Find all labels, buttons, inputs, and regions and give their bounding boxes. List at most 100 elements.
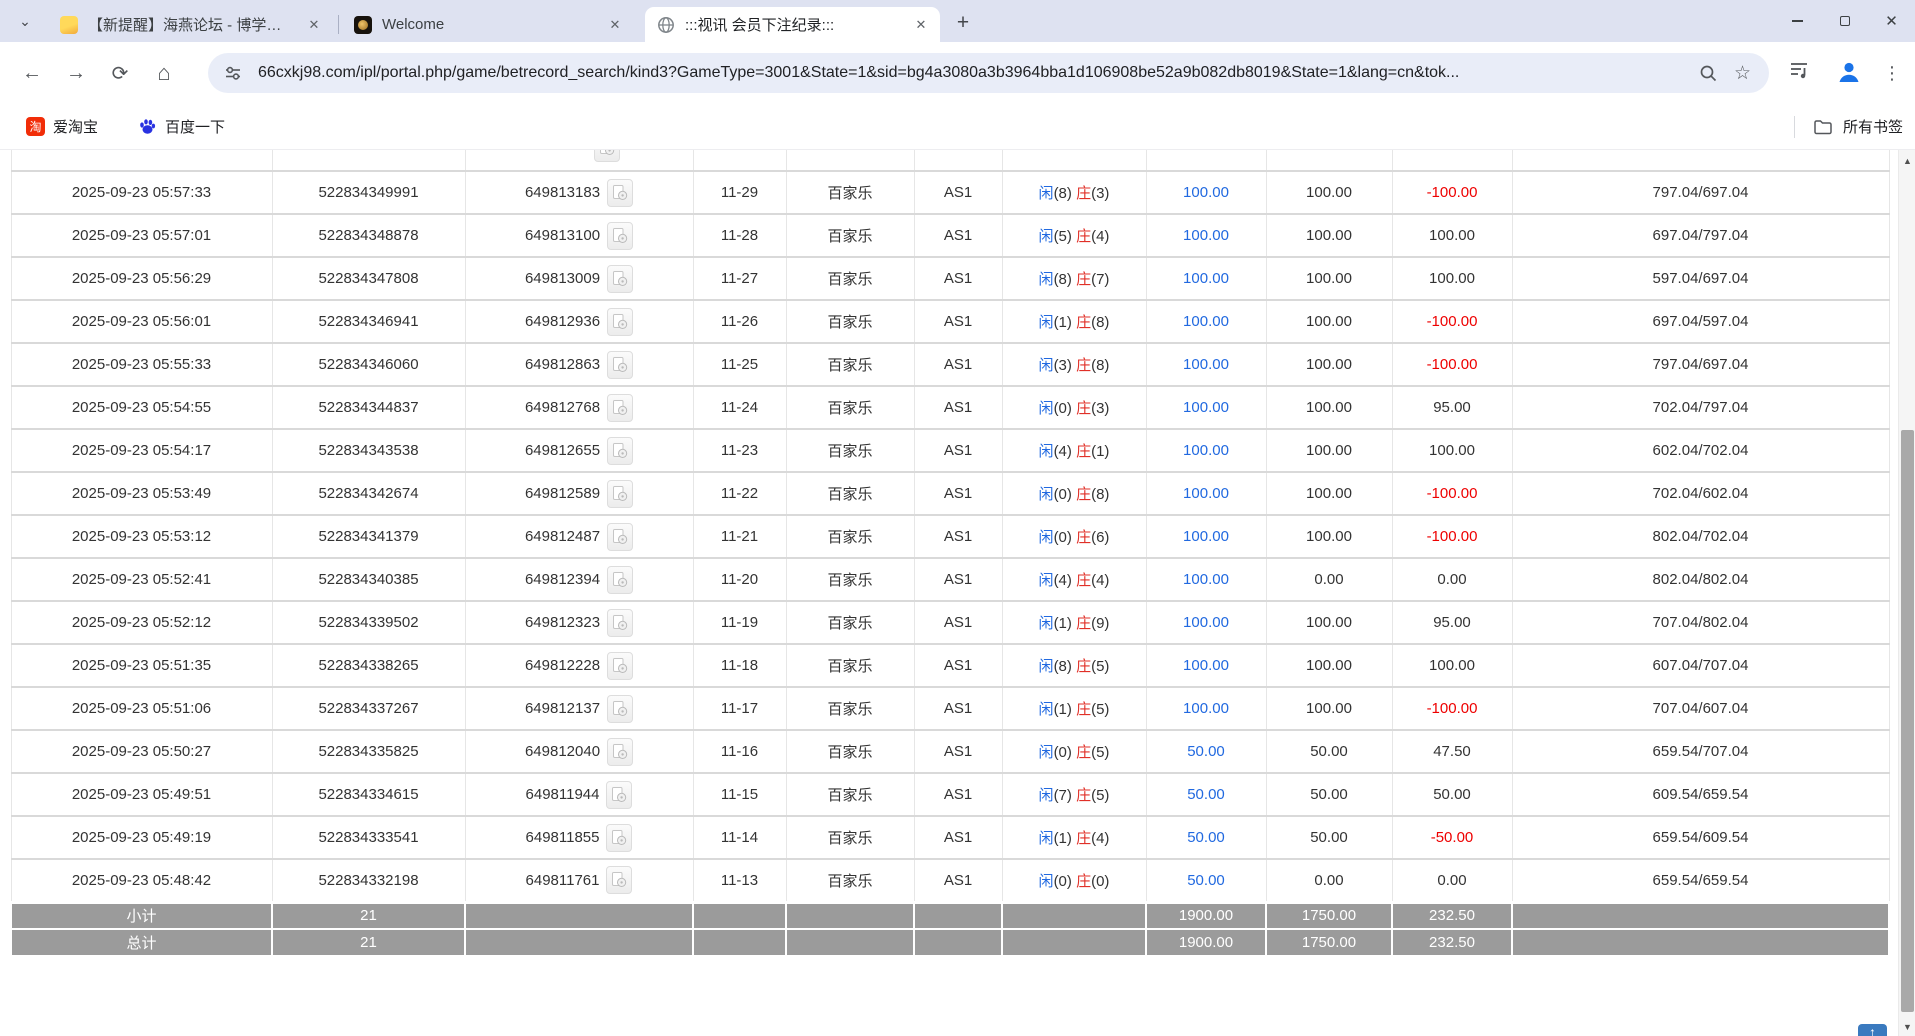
tab-close-icon[interactable]: ✕ bbox=[308, 16, 320, 32]
video-record-icon[interactable] bbox=[607, 436, 634, 465]
bet-amount-link[interactable]: 50.00 bbox=[1187, 871, 1225, 889]
site-settings-icon[interactable] bbox=[224, 64, 242, 82]
scrollbar-thumb[interactable] bbox=[1901, 430, 1914, 1012]
url-text[interactable]: 66cxkj98.com/ipl/portal.php/game/betreco… bbox=[258, 64, 1460, 81]
bet-amount-link[interactable]: 100.00 bbox=[1183, 442, 1229, 459]
video-record-icon[interactable] bbox=[607, 350, 634, 379]
winloss-cell: -100.00 bbox=[1391, 171, 1512, 215]
bet-number: 649812040 bbox=[524, 743, 601, 760]
bet-amount-link[interactable]: 50.00 bbox=[1187, 786, 1225, 803]
bet-time-cell: 2025-09-23 05:53:49 bbox=[10, 472, 272, 516]
tab-welcome[interactable]: Welcome ✕ bbox=[342, 7, 634, 42]
game-cell: 百家乐 bbox=[785, 472, 914, 516]
game-cell: 百家乐 bbox=[785, 515, 914, 559]
bet-number: 649812394 bbox=[524, 571, 601, 588]
video-record-icon[interactable] bbox=[607, 178, 634, 207]
forward-button[interactable]: → bbox=[66, 61, 86, 84]
back-to-top-button[interactable]: ↑ bbox=[1858, 1024, 1887, 1036]
bet-amount-link[interactable]: 100.00 bbox=[1183, 528, 1229, 545]
video-record-icon[interactable] bbox=[606, 866, 633, 895]
all-bookmarks-button[interactable]: 所有书签 bbox=[1793, 115, 1903, 138]
video-record-icon[interactable] bbox=[607, 737, 634, 766]
back-button[interactable]: ← bbox=[22, 61, 42, 84]
video-record-icon[interactable] bbox=[607, 393, 634, 422]
video-record-icon[interactable] bbox=[607, 651, 634, 680]
zhuang-points: (7) bbox=[1091, 271, 1110, 288]
bet-amount-link[interactable]: 50.00 bbox=[1187, 829, 1225, 846]
balance-cell: 659.54/609.54 bbox=[1511, 816, 1890, 860]
video-record-icon[interactable] bbox=[606, 823, 633, 852]
result-cell: 闲(8) 庄(5) bbox=[1001, 644, 1146, 688]
maximize-button[interactable] bbox=[1821, 0, 1868, 42]
bookmark-star-icon[interactable]: ☆ bbox=[1733, 62, 1751, 84]
subtotal-winloss: 232.50 bbox=[1391, 900, 1513, 930]
bet-amount-link[interactable]: 100.00 bbox=[1183, 485, 1229, 502]
account-cell: 522834346060 bbox=[271, 343, 465, 387]
winloss-cell: 0.00 bbox=[1391, 558, 1512, 602]
bet-amount-link[interactable]: 100.00 bbox=[1183, 399, 1229, 416]
balance-cell: 697.04/597.04 bbox=[1511, 300, 1890, 344]
scroll-up-icon[interactable]: ▲ bbox=[1903, 155, 1912, 166]
tab-close-icon[interactable]: ✕ bbox=[915, 16, 927, 32]
xian-label: 闲 bbox=[1038, 443, 1054, 460]
table-id-cell: AS1 bbox=[913, 386, 1002, 430]
bet-amount-link[interactable]: 100.00 bbox=[1183, 270, 1229, 287]
bet-number-cell: 649813009 bbox=[464, 257, 693, 301]
address-bar[interactable]: 66cxkj98.com/ipl/portal.php/game/betreco… bbox=[208, 53, 1769, 93]
account-cell: 522834335825 bbox=[271, 730, 465, 774]
maximize-icon bbox=[1839, 16, 1850, 26]
tab-forum[interactable]: 【新提醒】海燕论坛 - 博学交流 ✕ bbox=[48, 7, 333, 42]
bet-amount-link[interactable]: 100.00 bbox=[1183, 184, 1229, 201]
video-record-icon[interactable] bbox=[607, 565, 634, 594]
bookmark-baidu[interactable]: 百度一下 bbox=[132, 112, 231, 141]
video-record-icon[interactable] bbox=[607, 479, 634, 508]
video-record-icon[interactable] bbox=[607, 221, 634, 250]
bet-amount-link[interactable]: 100.00 bbox=[1183, 614, 1229, 631]
menu-dots-icon[interactable]: ⋮ bbox=[1883, 62, 1901, 83]
media-controls-button[interactable] bbox=[1788, 59, 1810, 81]
close-button[interactable]: ✕ bbox=[1868, 0, 1915, 42]
bet-amount-link[interactable]: 100.00 bbox=[1183, 700, 1229, 717]
video-record-icon[interactable] bbox=[606, 780, 633, 809]
video-record-icon[interactable] bbox=[607, 307, 634, 336]
valid-amount-cell: 100.00 bbox=[1265, 515, 1392, 559]
account-cell: 522834344837 bbox=[271, 386, 465, 430]
bet-amount-link[interactable]: 50.00 bbox=[1187, 743, 1225, 760]
subtotal-label: 小计 bbox=[10, 900, 273, 930]
refresh-button[interactable]: ⟳ bbox=[111, 62, 129, 85]
bookmark-taobao[interactable]: 淘 爱淘宝 bbox=[20, 112, 104, 141]
video-record-icon[interactable] bbox=[607, 522, 634, 551]
bet-number-cell: 649812394 bbox=[464, 558, 693, 602]
tab-bet-record[interactable]: :::视讯 会员下注纪录::: ✕ bbox=[645, 7, 940, 42]
video-record-icon[interactable] bbox=[607, 264, 634, 293]
scroll-down-icon[interactable]: ▼ bbox=[1903, 1021, 1912, 1032]
video-record-icon[interactable] bbox=[607, 608, 634, 637]
tab-title: :::视讯 会员下注纪录::: bbox=[685, 17, 835, 34]
video-record-icon[interactable] bbox=[594, 150, 620, 162]
video-record-icon[interactable] bbox=[607, 694, 634, 723]
bet-amount-cell: 50.00 bbox=[1145, 859, 1266, 903]
bet-amount-cell: 100.00 bbox=[1145, 386, 1266, 430]
bet-amount-link[interactable]: 100.00 bbox=[1183, 313, 1229, 330]
tab-list-chevron-icon[interactable]: ⌄ bbox=[19, 12, 31, 29]
bet-amount-link[interactable]: 100.00 bbox=[1183, 657, 1229, 674]
bet-amount-link[interactable]: 100.00 bbox=[1183, 571, 1229, 588]
vertical-scrollbar[interactable]: ▲ ▼ bbox=[1898, 150, 1915, 1036]
tab-close-icon[interactable]: ✕ bbox=[609, 16, 621, 32]
table-row: 2025-09-23 05:56:01 522834346941 6498129… bbox=[10, 300, 1890, 344]
bet-time-cell: 2025-09-23 05:56:01 bbox=[10, 300, 272, 344]
home-button[interactable]: ⌂ bbox=[157, 60, 171, 85]
zoom-icon[interactable] bbox=[1699, 64, 1718, 83]
bet-time-cell: 2025-09-23 05:57:01 bbox=[10, 214, 272, 258]
new-tab-button[interactable]: + bbox=[956, 11, 970, 34]
bet-amount-link[interactable]: 100.00 bbox=[1183, 227, 1229, 244]
valid-amount-cell: 100.00 bbox=[1265, 171, 1392, 215]
bet-number: 649812228 bbox=[524, 657, 601, 674]
profile-avatar[interactable] bbox=[1836, 59, 1862, 85]
round-cell: 11-16 bbox=[692, 730, 786, 774]
zhuang-points: (5) bbox=[1091, 787, 1110, 804]
account-cell: 522834339502 bbox=[271, 601, 465, 645]
bet-number-cell: 649812768 bbox=[464, 386, 693, 430]
bet-amount-link[interactable]: 100.00 bbox=[1183, 356, 1229, 373]
minimize-button[interactable] bbox=[1774, 0, 1821, 42]
